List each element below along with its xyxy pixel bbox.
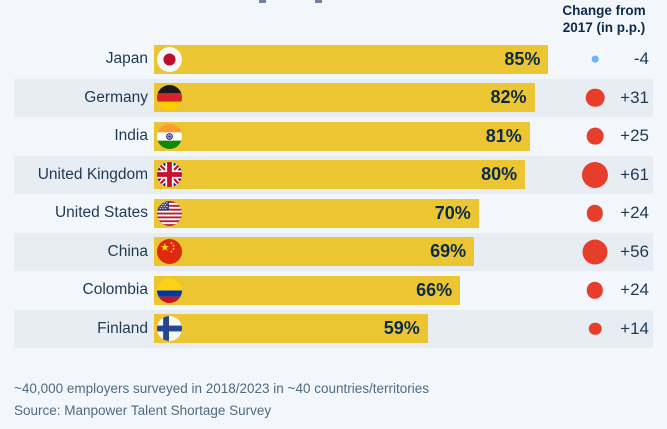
country-label: Finland [97, 319, 148, 337]
country-label: India [114, 127, 148, 144]
country-flag-icon [157, 46, 182, 72]
table-row: China 69% +56 [0, 232, 667, 271]
table-row: Finland 59% +14 [0, 309, 667, 348]
change-dot [586, 205, 604, 222]
country-flag-icon [157, 239, 182, 265]
change-dot [588, 322, 602, 335]
change-dot [586, 127, 604, 145]
change-value: +14 [620, 318, 649, 338]
change-value: +56 [620, 241, 649, 261]
bar-value-label: 82% [490, 87, 527, 108]
source-line: Source: Manpower Talent Shortage Survey [14, 403, 272, 418]
bar-value-label: 70% [434, 202, 471, 223]
country-flag-icon [157, 162, 182, 188]
value-bar: 82% [154, 83, 535, 113]
country-flag-icon [157, 316, 182, 342]
bar-value-label: 80% [481, 164, 518, 185]
country-label: United States [54, 204, 148, 221]
clipped-title-artifact [315, 0, 322, 3]
value-bar: 70% [154, 198, 479, 228]
country-flag-icon [157, 85, 182, 111]
change-dot [581, 161, 609, 188]
value-bar: 85% [154, 44, 549, 74]
table-row: United Kingdom 80% +61 [0, 155, 667, 194]
footnote: ~40,000 employers surveyed in 2018/2023 … [14, 381, 429, 396]
change-value: +24 [620, 280, 649, 299]
change-value: -4 [633, 49, 649, 68]
value-bar: 59% [154, 314, 428, 344]
bar-value-label: 81% [485, 125, 522, 146]
table-row: India 81% +25 [0, 117, 667, 156]
change-column-header-line2: 2017 (in p.p.) [562, 19, 646, 35]
change-value: +61 [620, 164, 649, 184]
bar-value-label: 59% [383, 318, 420, 339]
change-value: +31 [620, 87, 649, 107]
country-label: Japan [105, 50, 148, 67]
bar-value-label: 66% [416, 279, 453, 300]
change-value: +24 [620, 203, 649, 222]
clipped-title-artifact [259, 0, 266, 3]
country-flag-icon [157, 200, 182, 226]
change-dot [582, 239, 608, 265]
country-label: China [107, 242, 149, 260]
table-row: Japan 85% -4 [0, 40, 667, 79]
country-flag-icon [157, 277, 182, 303]
country-flag-icon [157, 123, 182, 149]
value-bar: 69% [154, 237, 475, 267]
table-row: Colombia 66% +24 [0, 271, 667, 310]
change-column-header-line1: Change from [562, 3, 646, 18]
country-label: United Kingdom [37, 165, 148, 183]
value-bar: 80% [154, 160, 526, 190]
bar-value-label: 85% [504, 48, 541, 69]
change-value: +25 [620, 126, 649, 145]
change-column-header: Change from 2017 (in p.p.) [550, 3, 658, 36]
country-label: Colombia [82, 281, 148, 298]
rows: Japan 85% -4 Germany 82% +31 India 81% +… [0, 40, 667, 348]
change-dot [586, 282, 604, 299]
table-row: Germany 82% +31 [0, 78, 667, 117]
change-dot [591, 55, 599, 63]
country-label: Germany [84, 88, 148, 106]
value-bar: 81% [154, 121, 530, 151]
change-dot [585, 88, 605, 108]
bar-value-label: 69% [430, 241, 467, 262]
table-row: United States 70% +24 [0, 194, 667, 233]
value-bar: 66% [154, 275, 461, 305]
